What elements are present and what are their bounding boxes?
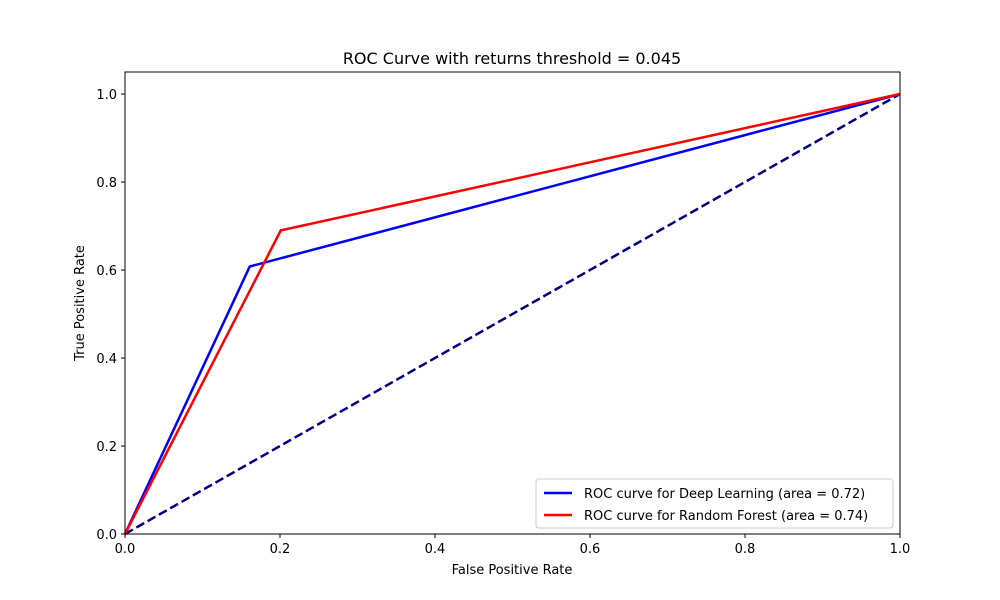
- legend-label-1: ROC curve for Random Forest (area = 0.74…: [584, 509, 868, 524]
- y-tick-label: 0.0: [96, 528, 117, 543]
- y-tick-label: 0.2: [96, 440, 117, 455]
- series-line-1: [123, 92, 901, 535]
- series-layer: [123, 92, 901, 536]
- x-axis-label: False Positive Rate: [452, 563, 573, 578]
- y-axis-ticks: 0.0 0.2 0.4 0.6 0.8 1.0: [96, 88, 125, 543]
- legend-label-0: ROC curve for Deep Learning (area = 0.72…: [584, 487, 865, 502]
- x-tick-label: 0.2: [270, 542, 291, 557]
- y-tick-label: 0.6: [96, 264, 117, 279]
- reference-diagonal-line: [124, 92, 901, 536]
- chart-title: ROC Curve with returns threshold = 0.045: [343, 49, 681, 68]
- legend-box: [535, 478, 894, 529]
- x-tick-label: 0.4: [425, 542, 446, 557]
- series-line-0: [123, 92, 901, 535]
- y-axis-label: True Positive Rate: [73, 245, 88, 362]
- x-tick-label: 1.0: [890, 542, 911, 557]
- x-tick-label: 0.8: [735, 542, 756, 557]
- y-tick-label: 1.0: [96, 88, 117, 103]
- y-tick-label: 0.8: [96, 176, 117, 191]
- legend: ROC curve for Deep Learning (area = 0.72…: [535, 478, 894, 529]
- x-tick-label: 0.6: [580, 542, 601, 557]
- y-tick-label: 0.4: [96, 352, 117, 367]
- x-tick-label: 0.0: [115, 542, 136, 557]
- axes-frame: [124, 71, 901, 535]
- x-axis-ticks: 0.0 0.2 0.4 0.6 0.8 1.0: [115, 534, 911, 557]
- plot-area: [123, 71, 901, 536]
